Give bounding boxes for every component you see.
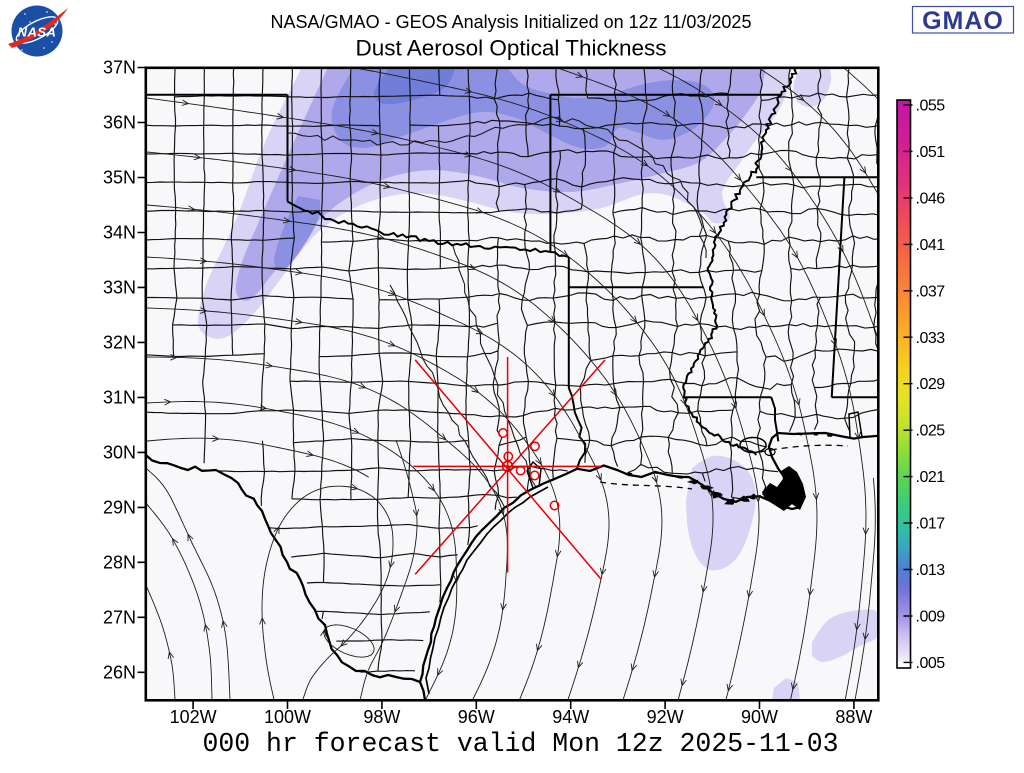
svg-text:98W: 98W bbox=[363, 707, 400, 727]
svg-text:35N: 35N bbox=[103, 168, 136, 188]
svg-text:.013: .013 bbox=[916, 562, 946, 579]
svg-text:102W: 102W bbox=[170, 707, 217, 727]
svg-text:31N: 31N bbox=[103, 387, 136, 407]
svg-text:37N: 37N bbox=[103, 58, 136, 78]
svg-text:27N: 27N bbox=[103, 607, 136, 627]
svg-text:.025: .025 bbox=[916, 423, 946, 440]
svg-text:000 hr forecast valid Mon 12z: 000 hr forecast valid Mon 12z 2025-11-03 bbox=[202, 729, 838, 759]
svg-text:Dust Aerosol Optical Thickness: Dust Aerosol Optical Thickness bbox=[356, 36, 667, 61]
svg-text:.021: .021 bbox=[916, 469, 946, 486]
svg-text:.037: .037 bbox=[916, 283, 946, 300]
svg-text:.017: .017 bbox=[916, 516, 946, 533]
svg-text:.041: .041 bbox=[916, 237, 946, 254]
svg-text:.009: .009 bbox=[916, 609, 946, 626]
svg-text:90W: 90W bbox=[741, 707, 778, 727]
svg-text:.046: .046 bbox=[916, 190, 946, 207]
svg-text:94W: 94W bbox=[552, 707, 589, 727]
svg-text:33N: 33N bbox=[103, 277, 136, 297]
svg-text:NASA/GMAO - GEOS Analysis Init: NASA/GMAO - GEOS Analysis Initialized on… bbox=[271, 12, 752, 32]
svg-text:.051: .051 bbox=[916, 144, 946, 161]
svg-text:88W: 88W bbox=[835, 707, 872, 727]
svg-text:92W: 92W bbox=[647, 707, 684, 727]
svg-text:34N: 34N bbox=[103, 223, 136, 243]
svg-text:GMAO: GMAO bbox=[922, 7, 1004, 35]
svg-text:NASA: NASA bbox=[18, 25, 57, 40]
svg-text:26N: 26N bbox=[103, 662, 136, 682]
svg-text:30N: 30N bbox=[103, 442, 136, 462]
svg-text:.055: .055 bbox=[916, 98, 946, 115]
svg-text:29N: 29N bbox=[103, 497, 136, 517]
svg-text:.033: .033 bbox=[916, 330, 946, 347]
svg-text:100W: 100W bbox=[264, 707, 311, 727]
svg-text:28N: 28N bbox=[103, 552, 136, 572]
svg-text:32N: 32N bbox=[103, 332, 136, 352]
svg-text:96W: 96W bbox=[458, 707, 495, 727]
svg-text:.029: .029 bbox=[916, 376, 946, 393]
svg-text:.005: .005 bbox=[916, 655, 946, 672]
svg-text:36N: 36N bbox=[103, 113, 136, 133]
